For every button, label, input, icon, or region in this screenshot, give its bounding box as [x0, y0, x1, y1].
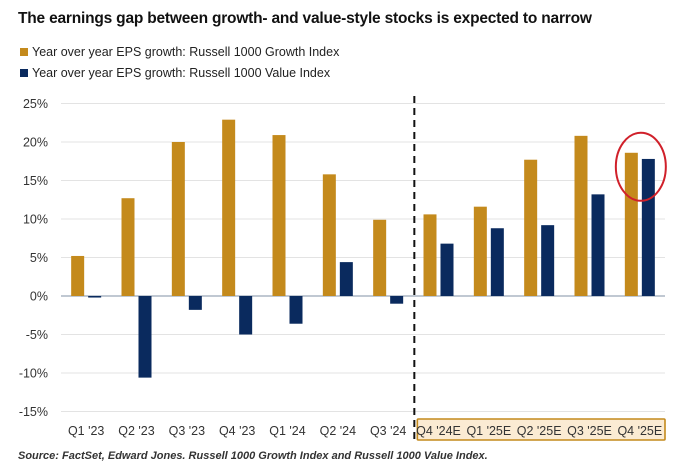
x-tick-label: Q1 '23 [68, 424, 104, 438]
bar-value [440, 243, 454, 296]
y-tick-label: 5% [30, 251, 48, 265]
x-tick-label: Q4 '23 [219, 424, 255, 438]
y-tick-label: -5% [26, 328, 48, 342]
bar-value [88, 296, 102, 298]
x-tick-label: Q2 '25E [517, 424, 562, 438]
bar-value [289, 296, 303, 324]
bar-value [239, 296, 253, 335]
bar-value [390, 296, 404, 304]
bar-growth [473, 206, 487, 296]
highlight-circle [614, 131, 667, 202]
bar-value [641, 158, 655, 296]
legend-item-growth: Year over year EPS growth: Russell 1000 … [20, 45, 339, 59]
bar-growth [423, 214, 437, 296]
bar-value [339, 262, 353, 296]
x-tick-label: Q2 '23 [118, 424, 154, 438]
legend-swatch-value [20, 69, 28, 77]
chart-title: The earnings gap between growth- and val… [18, 10, 592, 27]
bar-growth [272, 135, 286, 296]
y-tick-label: 15% [23, 174, 48, 188]
bar-growth [524, 159, 538, 296]
bar-growth [322, 174, 336, 296]
legend-label-value: Year over year EPS growth: Russell 1000 … [32, 66, 331, 80]
y-tick-label: -15% [19, 405, 48, 419]
estimates-highlight-box [416, 418, 666, 441]
legend-label-growth: Year over year EPS growth: Russell 1000 … [32, 45, 340, 59]
bar-growth [624, 152, 638, 296]
x-tick-label: Q2 '24 [320, 424, 356, 438]
y-tick-label: 25% [23, 97, 48, 111]
bar-value [138, 296, 152, 378]
bar-growth [373, 219, 387, 296]
bar-growth [171, 142, 185, 296]
x-tick-label: Q3 '25E [567, 424, 612, 438]
x-tick-label: Q4 '24E [416, 424, 461, 438]
bar-value [541, 225, 555, 296]
bar-value [188, 296, 202, 310]
x-tick-label: Q1 '25E [466, 424, 511, 438]
x-tick-label: Q3 '23 [169, 424, 205, 438]
source-note: Source: FactSet, Edward Jones. Russell 1… [18, 450, 488, 462]
legend-swatch-growth [20, 48, 28, 56]
bar-value [490, 228, 504, 296]
bar-value [591, 194, 605, 296]
y-tick-label: 0% [30, 290, 48, 304]
bar-growth [121, 198, 135, 296]
x-tick-label: Q1 '24 [269, 424, 305, 438]
y-tick-label: 20% [23, 136, 48, 150]
legend-item-value: Year over year EPS growth: Russell 1000 … [20, 66, 330, 80]
x-tick-label: Q3 '24 [370, 424, 406, 438]
y-tick-label: -10% [19, 367, 48, 381]
bar-growth [71, 255, 85, 296]
bar-growth [574, 135, 588, 296]
x-tick-label: Q4 '25E [617, 424, 662, 438]
y-tick-label: 10% [23, 213, 48, 227]
bar-growth [222, 119, 236, 296]
